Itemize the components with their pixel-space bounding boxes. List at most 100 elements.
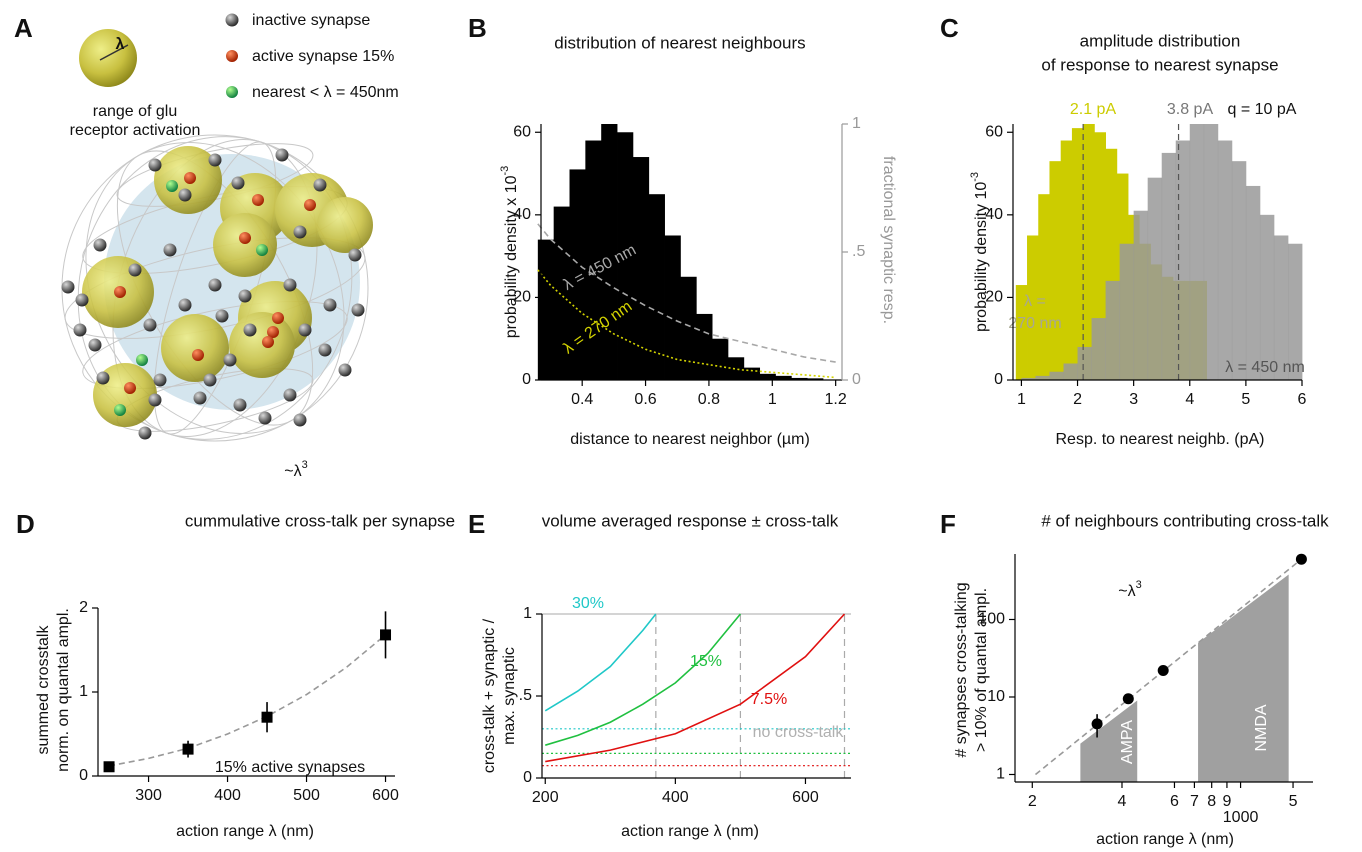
synapse-volume-part — [323, 298, 337, 312]
x-tick-label: 2 — [1073, 391, 1082, 408]
histogram-bar — [727, 357, 745, 380]
synapse-volume-part — [304, 199, 316, 211]
sphere-legend-part — [226, 86, 238, 98]
histogram-bar — [1060, 140, 1073, 380]
synapse-volume-part — [93, 238, 107, 252]
legend-entry: inactive synapse — [252, 12, 370, 29]
sphere-legend: λ range of glu receptor activation inact… — [70, 12, 399, 139]
x-tick-label: 500 — [293, 787, 320, 804]
x-tick-label: 7 — [1190, 793, 1199, 810]
caption: receptor activation — [70, 122, 201, 139]
histogram-bar — [1105, 148, 1118, 380]
histogram-bar — [632, 157, 650, 380]
histogram-bar — [1021, 377, 1036, 380]
y-tick-label: 40 — [985, 206, 1003, 223]
synapse-volume-part — [124, 382, 136, 394]
annotation-part: 15% active synapses — [215, 759, 365, 776]
synapse-volume-part — [114, 286, 126, 298]
synapse-volume-part — [293, 225, 307, 239]
histogram-bar — [1119, 243, 1135, 380]
x-tick-label: 600 — [792, 789, 819, 806]
y-tick-label: 20 — [513, 289, 531, 306]
histogram-bar — [553, 206, 570, 380]
x-tick-label: 0.4 — [571, 391, 593, 408]
synapse-volume-part — [192, 349, 204, 361]
series-line — [537, 269, 836, 379]
x-tick-label: 2 — [1028, 793, 1037, 810]
x-axis-label: action range λ (nm) — [176, 823, 314, 840]
histogram-bar — [601, 124, 618, 380]
chart-title: of response to nearest synapse — [1041, 55, 1278, 74]
annotation: 15% active synapses — [215, 759, 365, 776]
panel-label: B — [468, 13, 487, 43]
y-tick-label: 20 — [985, 289, 1003, 306]
synapse-volume-part — [208, 278, 222, 292]
y-tick-label: 1 — [996, 766, 1005, 783]
synapse-volume-part — [262, 336, 274, 348]
histogram-bar — [1035, 375, 1050, 380]
annotation: ~λ3 — [1118, 579, 1141, 600]
synapse-volume-part — [238, 289, 252, 303]
data-point — [1157, 664, 1169, 676]
chart-title: # of neighbours contributing cross-talk — [1041, 511, 1329, 530]
panel-label: F — [940, 509, 956, 539]
histogram-bar — [1287, 243, 1303, 380]
y-tick-label: 10 — [987, 688, 1005, 705]
histogram-bar — [1231, 161, 1247, 380]
chart-title: cummulative cross-talk per synapse — [185, 511, 455, 530]
synapse-volume-part — [215, 309, 229, 323]
x-axis-label: action range λ (nm) — [1096, 831, 1234, 848]
synapse-volume-part — [178, 298, 192, 312]
histogram-bar — [537, 239, 555, 380]
histogram-bar — [617, 132, 634, 380]
series-label: 15% — [690, 653, 722, 670]
synapse-volume-part — [193, 391, 207, 405]
chart-title: amplitude distribution — [1080, 31, 1241, 50]
synapse-volume-part — [338, 363, 352, 377]
series-line — [544, 613, 657, 712]
y-axis-label: max. synaptic — [501, 647, 518, 745]
y-tick-label: .5 — [519, 687, 532, 704]
synapse-volume-part-part — [161, 314, 229, 382]
x-tick-label: 0.6 — [634, 391, 656, 408]
synapse-volume-part-part — [116, 143, 314, 207]
x-tick-label: 9 — [1222, 793, 1231, 810]
plot-area — [103, 611, 392, 773]
histogram-bar — [1189, 124, 1205, 380]
region-label: NMDA — [1253, 704, 1270, 751]
histogram-bar — [1105, 280, 1121, 380]
histogram-bar — [569, 169, 586, 380]
sphere-legend-part — [225, 13, 239, 27]
x-tick-label: 4 — [1185, 391, 1194, 408]
histogram-bar — [807, 378, 824, 380]
data-point — [261, 711, 273, 723]
chart-title: distribution of nearest neighbours — [554, 33, 805, 52]
series-label: λ = 450 nm — [1225, 359, 1305, 376]
x-tick-label: 1 — [1017, 391, 1026, 408]
synapse-volume-part — [351, 303, 365, 317]
annotation-part: ~λ — [284, 463, 301, 480]
region — [1080, 700, 1138, 782]
histogram-bar — [1175, 140, 1191, 380]
y-axis-label-part: -3 — [499, 166, 511, 176]
histogram-bar — [712, 338, 729, 380]
synapse-volume-part — [239, 232, 251, 244]
histogram-bar — [1091, 318, 1106, 380]
synapse-volume-part — [243, 323, 257, 337]
synapse-volume-part-part — [213, 213, 277, 277]
synapse-volume-part — [148, 393, 162, 407]
y2-tick-label: 1 — [852, 115, 861, 132]
histogram-bar — [1273, 235, 1289, 380]
synapse-volume-part — [272, 312, 284, 324]
x-tick-label: 200 — [532, 789, 559, 806]
x-tick-label: 3 — [1129, 391, 1138, 408]
caption: range of glu — [93, 103, 178, 120]
plot-area — [542, 613, 851, 778]
x-tick-label: 1 — [768, 391, 777, 408]
histogram-bar — [1083, 124, 1095, 380]
synapse-volume-part-part — [64, 237, 366, 339]
region — [1198, 574, 1289, 782]
synapse-volume — [61, 134, 373, 442]
histogram-bar — [1245, 185, 1261, 380]
chart-title: volume averaged response ± cross-talk — [542, 511, 839, 530]
